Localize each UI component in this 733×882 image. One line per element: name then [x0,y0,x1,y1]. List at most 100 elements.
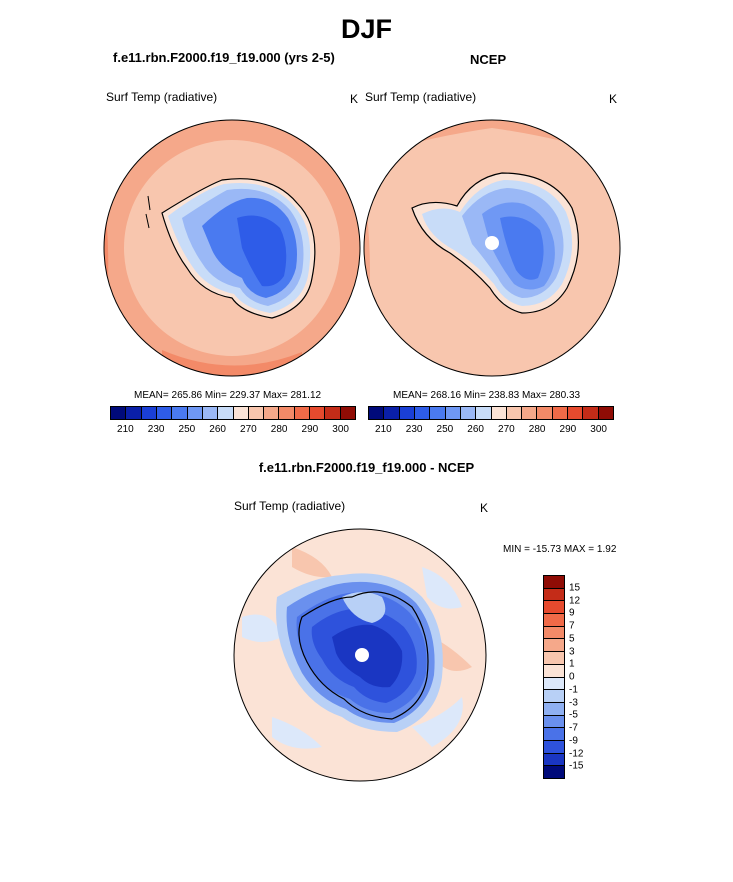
colorbar-tick-label: 270 [498,424,515,435]
colorbar-tick-label: -1 [569,684,578,696]
colorbar-tick-label: 230 [405,424,423,435]
colorbar-swatch [537,407,553,419]
colorbar-tick-label: 260 [467,424,484,435]
obs-polar-map [363,119,621,377]
colorbar-tick-label: 210 [375,424,392,435]
colorbar-swatch [325,407,341,419]
colorbar-swatch [218,407,234,419]
colorbar-swatch [544,626,564,640]
colorbar-swatch [544,766,564,778]
model-stats: MEAN= 265.86 Min= 229.37 Max= 281.12 [134,390,322,401]
colorbar-swatch [544,601,564,615]
colorbar-tick-label: 1 [569,658,575,670]
colorbar-tick-label: 9 [569,607,575,619]
colorbar-tick-label: 5 [569,633,575,645]
colorbar-swatch [544,588,564,602]
colorbar-swatch [506,407,523,419]
colorbar-swatch [544,664,564,678]
colorbar-tick-label: 15 [569,582,581,594]
model-colorbar [110,406,356,420]
colorbar-tick-label: 250 [436,424,454,435]
colorbar-tick-label: 0 [569,671,575,683]
diff-variable-label: Surf Temp (radiative) [234,499,346,513]
colorbar-tick-label: 270 [240,424,257,435]
colorbar-swatch [340,407,355,419]
colorbar-swatch [544,576,564,589]
colorbar-swatch [544,690,564,703]
colorbar-tick-label: -3 [569,697,578,708]
colorbar-tick-label: 300 [332,424,349,435]
colorbar-swatch [522,407,538,419]
colorbar-swatch [264,407,280,419]
colorbar-tick-label: 290 [559,424,577,435]
colorbar-swatch [202,407,219,419]
diff-polar-map [233,528,487,782]
colorbar-swatch [460,407,477,419]
colorbar-tick-label: 12 [569,595,581,606]
colorbar-swatch [544,728,564,741]
colorbar-swatch [172,407,188,419]
model-variable-label: Surf Temp (radiative) [106,90,218,104]
colorbar-swatch [544,740,564,754]
diff-minmax: MIN = -15.73 MAX = 1.92 [503,544,617,555]
colorbar-swatch [233,407,249,419]
colorbar-swatch [544,753,564,767]
colorbar-swatch [544,639,564,653]
colorbar-swatch [414,407,431,419]
diff-units-label: K [480,501,489,515]
colorbar-swatch [598,407,613,419]
colorbar-tick-label: -5 [569,709,578,721]
model-units-label: K [350,92,359,106]
colorbar-swatch [279,407,295,419]
colorbar-swatch [583,407,599,419]
colorbar-swatch [552,407,569,419]
colorbar-tick-label: 280 [270,424,288,435]
colorbar-swatch [248,407,265,419]
colorbar-swatch [111,407,127,419]
colorbar-swatch [430,407,446,419]
colorbar-swatch [445,407,461,419]
colorbar-tick-label: -12 [569,748,584,759]
colorbar-swatch [544,652,564,665]
diff-colorbar [543,575,565,779]
colorbar-tick-label: 290 [301,424,319,435]
colorbar-swatch [544,715,564,729]
colorbar-swatch [384,407,400,419]
colorbar-tick-label: -7 [569,722,578,734]
colorbar-swatch [568,407,584,419]
colorbar-swatch [187,407,203,419]
colorbar-swatch [369,407,385,419]
colorbar-swatch [476,407,492,419]
colorbar-swatch [294,407,311,419]
colorbar-tick-label: -9 [569,735,578,747]
colorbar-swatch [544,614,564,627]
colorbar-tick-label: 300 [590,424,607,435]
colorbar-swatch [310,407,326,419]
obs-units-label: K [609,92,618,106]
obs-variable-label: Surf Temp (radiative) [365,90,477,104]
model-colorbar-ticks: 210 230 250 260 270 280 290 300 [110,424,356,438]
model-panel-title: f.e11.rbn.F2000.f19_f19.000 (yrs 2-5) [113,50,335,65]
colorbar-swatch [126,407,142,419]
colorbar-tick-label: 230 [147,424,165,435]
colorbar-tick-label: 3 [569,646,575,657]
colorbar-tick-label: 260 [209,424,226,435]
model-polar-map [103,119,361,377]
diff-panel-title: f.e11.rbn.F2000.f19_f19.000 - NCEP [258,460,475,475]
figure-title: DJF [340,14,392,44]
obs-colorbar [368,406,614,420]
colorbar-tick-label: 7 [569,620,575,632]
colorbar-swatch [156,407,173,419]
diff-colorbar-ticks: 15 12 9 7 5 3 1 0 -1 -3 -5 -7 -9 -12 -15 [569,575,609,779]
colorbar-swatch [491,407,507,419]
obs-colorbar-ticks: 210 230 250 260 270 280 290 300 [368,424,614,438]
colorbar-swatch [544,702,564,716]
colorbar-tick-label: -15 [569,760,584,772]
colorbar-tick-label: 280 [528,424,546,435]
obs-stats: MEAN= 268.16 Min= 238.83 Max= 280.33 [393,390,581,401]
colorbar-swatch [141,407,157,419]
colorbar-swatch [544,677,564,691]
obs-panel-title: NCEP [470,52,507,67]
colorbar-tick-label: 250 [178,424,196,435]
colorbar-tick-label: 210 [117,424,134,435]
